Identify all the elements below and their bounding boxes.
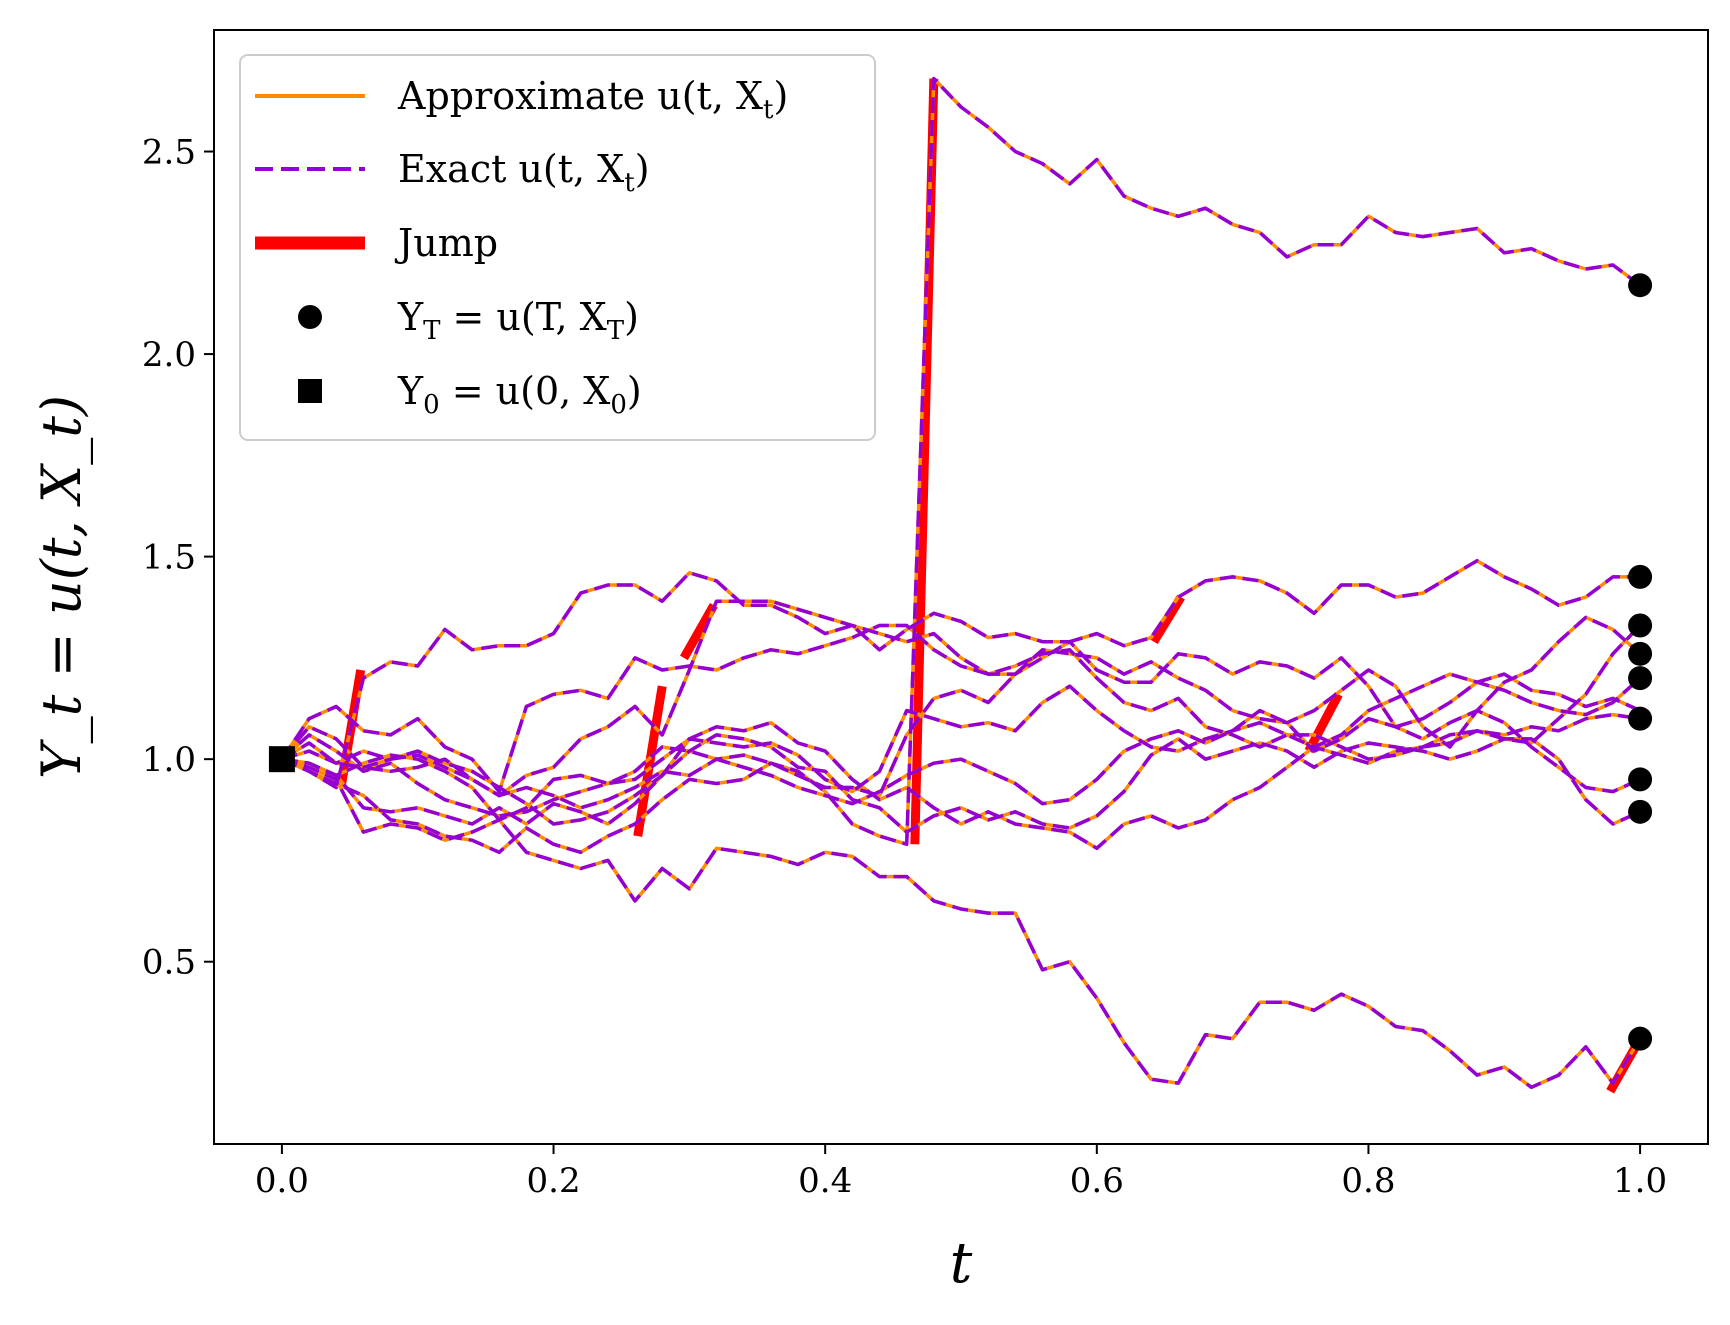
jump-segment bbox=[1304, 692, 1343, 754]
terminal-marker bbox=[1628, 666, 1653, 691]
y-axis-label: Y_t = u(t, X_t) bbox=[30, 395, 93, 779]
x-axis-label: t bbox=[950, 1231, 973, 1296]
legend-jump-label: Jump bbox=[394, 221, 498, 265]
exact-line-path-f bbox=[280, 712, 1641, 851]
terminal-marker bbox=[1628, 1026, 1653, 1051]
terminal-marker bbox=[1628, 564, 1653, 589]
exact-line-path-d bbox=[281, 615, 1642, 810]
x-tick-label: 0.0 bbox=[255, 1161, 309, 1201]
exact-line-path-a bbox=[281, 571, 1641, 790]
y-tick-label: 1.5 bbox=[142, 538, 196, 578]
y-tick-label: 1.0 bbox=[142, 740, 196, 780]
legend-terminal-label: YT = u(T, XT) bbox=[397, 295, 639, 346]
axis-ticks: 0.0 0.2 0.4 0.6 0.8 1.0 0.5 1.0 1.5 2.0 2.5 bbox=[142, 133, 1667, 1201]
plot-area bbox=[280, 76, 1645, 1094]
legend-frame bbox=[239, 54, 876, 441]
terminal-marker bbox=[1628, 767, 1653, 792]
exact-line-path-h bbox=[281, 708, 1641, 842]
legend-initial-swatch bbox=[298, 379, 322, 403]
terminal-marker bbox=[1628, 706, 1653, 731]
jump-segment bbox=[633, 685, 667, 837]
jump-segment bbox=[680, 603, 718, 661]
y-tick-label: 2.5 bbox=[142, 133, 196, 173]
jump-segment bbox=[1150, 594, 1185, 645]
terminal-marker bbox=[1628, 613, 1653, 638]
exact-line-path-b bbox=[280, 558, 1641, 798]
exact-line-path-g bbox=[281, 733, 1641, 834]
legend-approx-label: Approximate u(t, Xt) bbox=[397, 74, 788, 125]
x-tick-label: 0.6 bbox=[1070, 1161, 1124, 1201]
y-tick-label: 0.5 bbox=[142, 943, 196, 983]
terminal-marker bbox=[1628, 641, 1653, 666]
marker-layer bbox=[268, 273, 1653, 1051]
legend-exact-label: Exact u(t, Xt) bbox=[398, 147, 650, 198]
plot-frame bbox=[213, 29, 1709, 1145]
x-tick-label: 0.4 bbox=[798, 1161, 852, 1201]
x-tick-label: 0.8 bbox=[1341, 1161, 1395, 1201]
x-tick-label: 1.0 bbox=[1613, 1161, 1667, 1201]
exact-line-path-top bbox=[281, 76, 1642, 855]
exact-line-path-bottom bbox=[281, 753, 1642, 1090]
x-tick-label: 0.2 bbox=[527, 1161, 581, 1201]
legend-terminal-swatch bbox=[298, 305, 322, 329]
legend: Approximate u(t, Xt) Exact u(t, Xt) Jump… bbox=[239, 54, 876, 441]
terminal-marker bbox=[1628, 273, 1653, 298]
legend-initial-label: Y0 = u(0, X0) bbox=[397, 369, 642, 420]
exact-layer bbox=[280, 76, 1642, 1090]
initial-marker bbox=[268, 746, 295, 773]
y-tick-label: 2.0 bbox=[142, 335, 196, 375]
terminal-marker bbox=[1628, 799, 1653, 824]
